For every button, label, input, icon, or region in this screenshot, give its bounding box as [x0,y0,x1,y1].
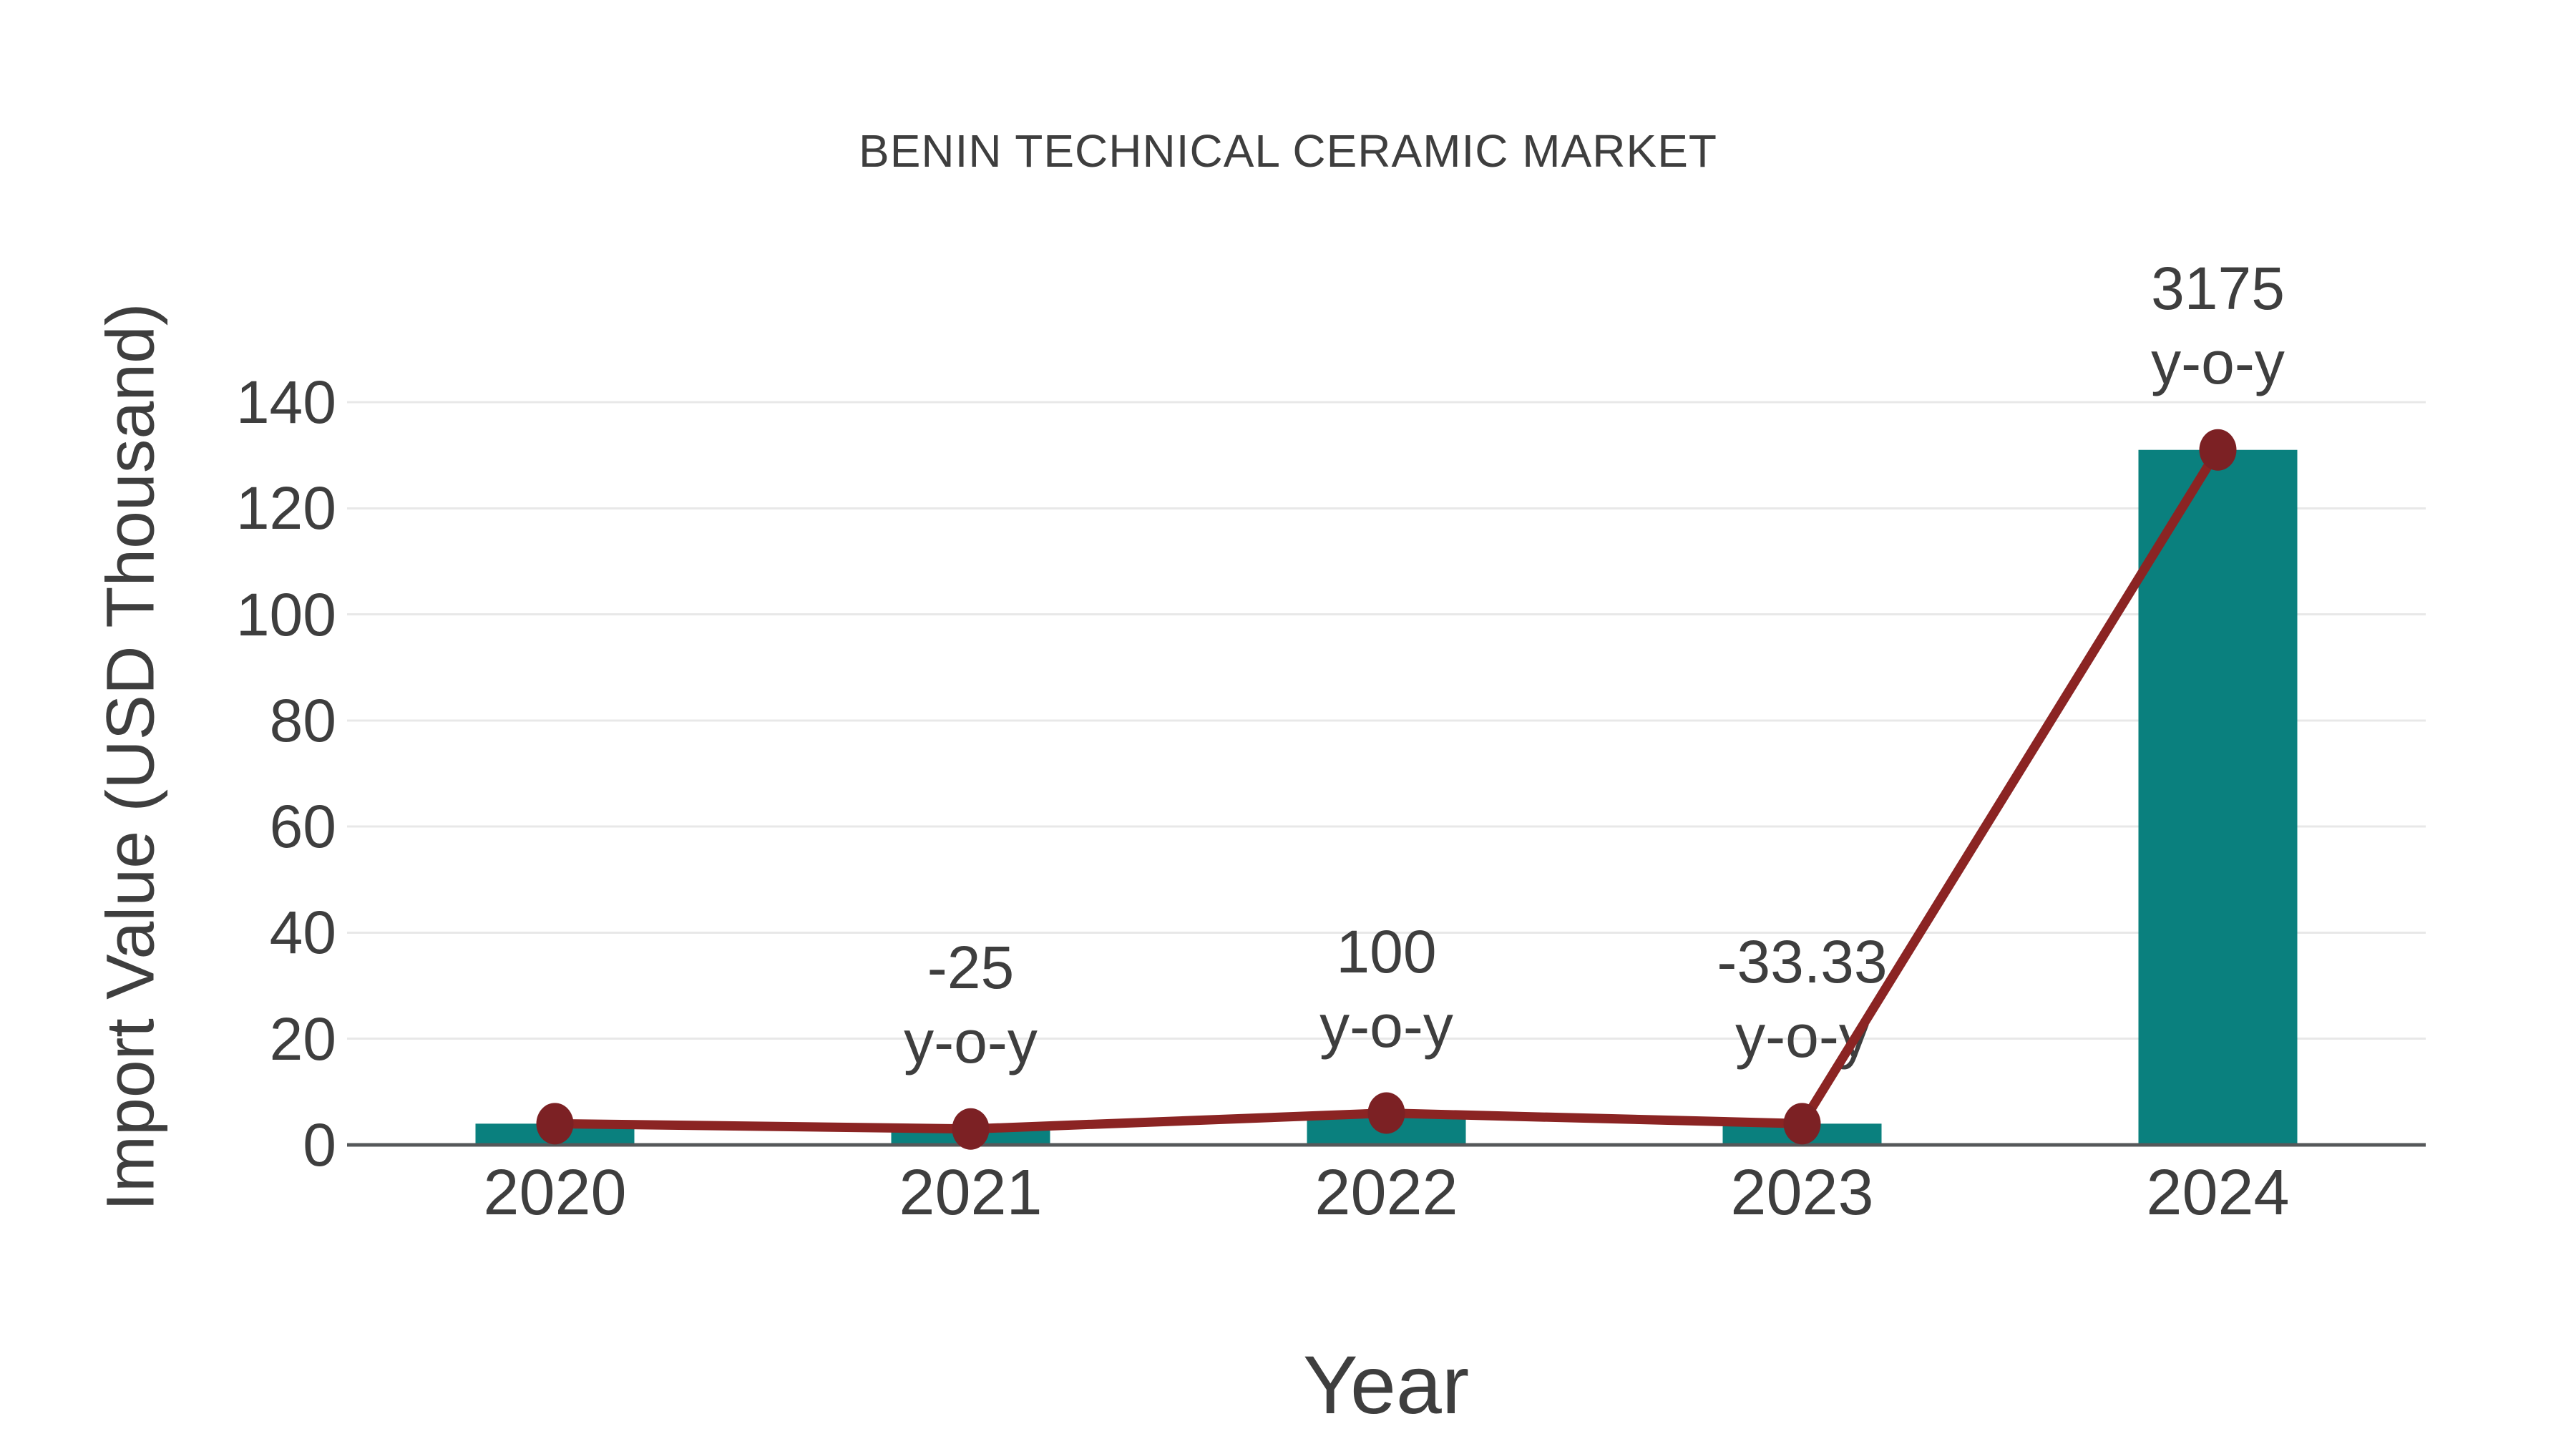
y-tick-20: 20 [269,1005,336,1073]
annotation-2023: -33.33 y-o-y [1717,924,1887,1073]
x-tick-2024: 2024 [2146,1157,2290,1229]
bar-2024 [2138,449,2298,1145]
marker-2024 [2199,429,2237,471]
marker-2022 [1367,1092,1405,1134]
x-tick-2021: 2021 [899,1157,1043,1229]
annotation-2022-line-1: 100 [1336,917,1437,985]
chart-title: BENIN TECHNICAL CERAMIC MARKET [859,125,1717,177]
marker-2021 [952,1108,990,1150]
marker-2023 [1783,1103,1821,1145]
y-tick-60: 60 [269,793,336,861]
marker-2020 [536,1103,574,1145]
x-tick-2023: 2023 [1730,1157,1874,1229]
annotation-2024-line-1: 3175 [2151,254,2285,322]
annotation-2021-line-2: y-o-y [904,1008,1038,1075]
annotation-2022: 100 y-o-y [1319,914,1453,1063]
y-tick-40: 40 [269,899,336,967]
annotation-2021-line-1: -25 [927,933,1015,1001]
annotation-2023-line-1: -33.33 [1717,928,1888,996]
annotation-2022-line-2: y-o-y [1319,992,1453,1060]
x-axis-title: Year [1302,1340,1470,1431]
x-tick-2022: 2022 [1314,1157,1458,1229]
y-tick-100: 100 [235,580,336,648]
y-tick-0: 0 [303,1111,336,1179]
annotation-2024: 3175 y-o-y [2151,251,2285,400]
y-tick-80: 80 [269,686,336,754]
annotation-2024-line-2: y-o-y [2151,328,2285,396]
y-tick-120: 120 [235,474,336,542]
x-tick-2020: 2020 [483,1157,627,1229]
annotation-2021: -25 y-o-y [904,930,1038,1079]
y-tick-140: 140 [235,369,336,436]
